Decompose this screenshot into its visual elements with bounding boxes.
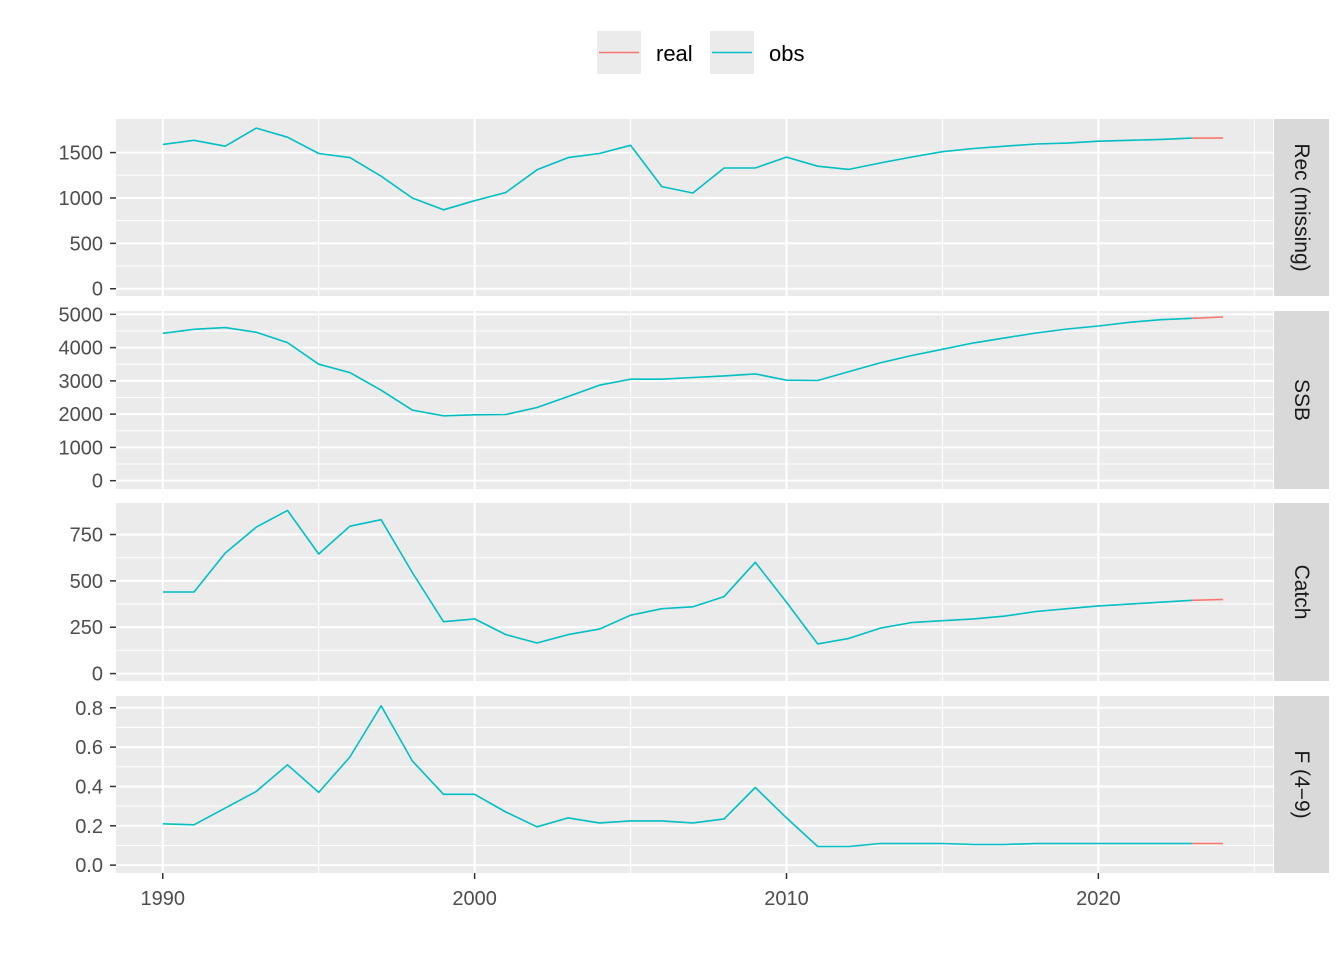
x-tick-label: 2000 <box>452 888 497 910</box>
legend-label-real: real <box>656 41 693 66</box>
panel-4: 0.0 0.2 0.4 0.6 0.8 F (4−9) <box>75 696 1329 877</box>
y-tick-label: 0.4 <box>75 776 103 798</box>
y-tick-label: 0 <box>92 471 103 493</box>
y-tick-label: 1500 <box>59 143 104 165</box>
facet-strip <box>1274 119 1329 296</box>
facet-strip <box>1274 696 1329 873</box>
series-line-obs <box>162 509 1192 645</box>
x-tick-label: 2010 <box>764 888 809 910</box>
x-tick-label: 1990 <box>141 888 186 910</box>
legend: real obs <box>597 31 804 74</box>
y-tick-label: 2000 <box>59 404 104 426</box>
series-line-real <box>1191 598 1224 602</box>
panel-1: 0 500 1000 1500 Rec (missing) <box>59 119 1329 301</box>
facet-strip <box>1274 311 1329 489</box>
legend-label-obs: obs <box>769 41 804 66</box>
panel-background <box>116 311 1273 489</box>
y-tick-label: 500 <box>70 571 103 593</box>
y-tick-label: 1000 <box>59 188 104 210</box>
series-line-obs <box>162 317 1192 417</box>
y-tick-label: 0 <box>92 664 103 686</box>
series-line-real <box>1191 316 1224 320</box>
y-tick-label: 500 <box>70 233 103 255</box>
facet-strip-label: F (4−9) <box>1290 750 1313 818</box>
x-tick-label: 2020 <box>1076 888 1121 910</box>
y-tick-label: 0 <box>92 279 103 301</box>
y-tick-label: 5000 <box>59 304 104 326</box>
y-tick-label: 4000 <box>59 338 104 360</box>
y-tick-label: 750 <box>70 525 103 547</box>
facet-strip-label: Catch <box>1290 565 1313 620</box>
y-tick-label: 250 <box>70 617 103 639</box>
y-tick-label: 0.0 <box>75 855 103 877</box>
y-tick-label: 0.6 <box>75 737 103 759</box>
panel-background <box>116 503 1273 681</box>
facet-strip-label: SSB <box>1290 379 1313 421</box>
panel-background <box>116 119 1273 296</box>
x-axis: 1990 2000 2010 2020 <box>141 873 1121 910</box>
series-line-obs <box>162 704 1192 848</box>
y-tick-label: 0.2 <box>75 816 103 838</box>
panel-2: 0 1000 2000 3000 4000 5000 SSB <box>59 304 1329 493</box>
facet-strip <box>1274 503 1329 681</box>
panel-background <box>116 696 1273 873</box>
facet-panels: 0 500 1000 1500 Rec (missing) 0 1000 2000 3000 40… <box>59 119 1329 877</box>
facet-strip-label: Rec (missing) <box>1290 143 1313 271</box>
y-tick-label: 0.8 <box>75 698 103 720</box>
panel-3: 0 250 500 750 Catch <box>70 503 1329 686</box>
y-tick-label: 3000 <box>59 371 104 393</box>
y-tick-label: 1000 <box>59 437 104 459</box>
series-line-obs <box>162 127 1192 211</box>
